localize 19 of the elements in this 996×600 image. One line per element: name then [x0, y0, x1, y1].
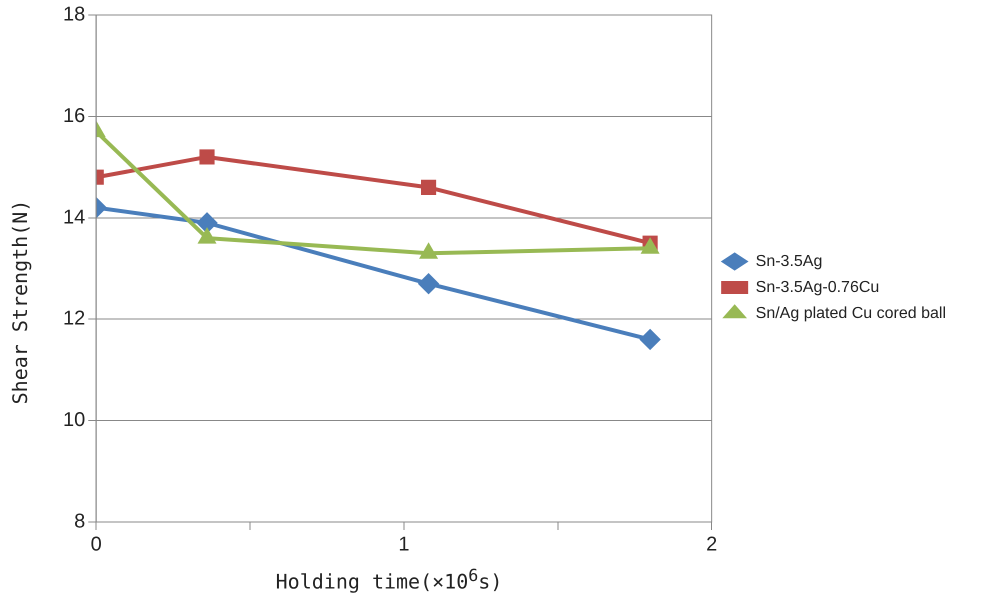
- point: [640, 328, 661, 350]
- y-tick-label: 16: [62, 104, 86, 127]
- y-axis-title: Shear Strength(N): [8, 198, 32, 406]
- legend-label: Sn-3.5Ag-0.76Cu: [756, 278, 880, 296]
- y-tick-label: 8: [74, 510, 86, 533]
- x-tick-label: 2: [706, 534, 718, 556]
- point: [420, 180, 436, 195]
- y-tick-label: 14: [62, 206, 86, 228]
- point: [199, 149, 215, 165]
- y-tick-label: 10: [62, 409, 86, 432]
- y-tick-label: 18: [62, 4, 86, 26]
- y-tick-label: 12: [62, 308, 86, 330]
- point: [196, 212, 218, 234]
- legend-label: Sn/Ag plated Cu cored ball: [756, 304, 946, 322]
- x-tick-label: 1: [398, 534, 410, 556]
- x-axis-title: Holding time(×10$^{6}$s): [274, 566, 504, 594]
- x-tick-label: 0: [90, 534, 102, 556]
- legend-label: Sn-3.5Ag: [756, 252, 822, 270]
- point: [418, 273, 440, 294]
